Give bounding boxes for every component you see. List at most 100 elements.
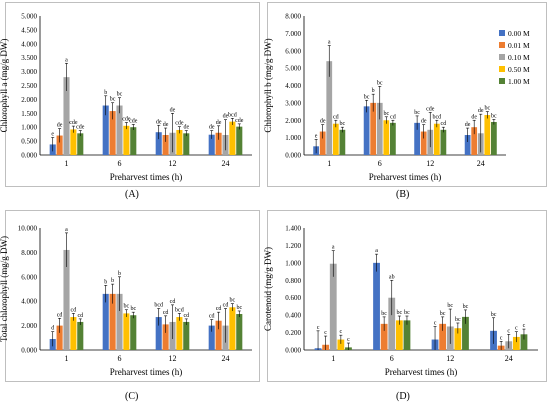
x-tick-label: 24 [505,354,513,363]
significance-letter: cd [390,114,396,120]
significance-letter: bcd [175,307,184,313]
significance-letter: de [471,114,477,120]
bar [109,111,116,155]
panel-label-c: (C) [125,391,139,402]
significance-letter: cd [223,303,229,309]
bar [414,122,421,155]
y-tick-label: 1.000 [285,134,301,142]
bar [162,324,169,350]
bar [77,321,84,350]
bar [454,328,462,350]
significance-letter: cd [216,306,222,312]
significance-letter: b [118,271,121,277]
significance-letter: bc [491,113,497,119]
bar [376,102,383,155]
legend-swatch [499,78,505,84]
bar [339,129,346,155]
significance-letter: de [57,123,63,129]
y-tick-label: 1.500 [21,110,37,118]
significance-letter: bc [447,303,453,309]
bar [229,307,236,350]
y-tick-label: 1.000 [285,259,301,267]
significance-letter: bcd [154,303,163,309]
y-tick-label: 1.400 [285,225,301,233]
significance-letter: b [104,90,107,96]
y-tick-label: 0.800 [285,277,301,285]
bar [208,325,215,350]
y-tick-label: 1.000 [21,124,37,132]
significance-letter: c [515,326,518,332]
significance-letter: cd [333,114,339,120]
bar [370,102,377,155]
bar [70,317,77,350]
legend-entry: 0.10 M [508,53,530,62]
panel-label-d: (D) [396,391,410,402]
bar [56,325,63,350]
significance-letter: bc [397,310,403,316]
legend-entry: 0.00 M [508,29,530,38]
significance-letter: d [51,326,54,332]
significance-letter: bc [463,304,469,310]
y-tick-label: 3.000 [285,99,301,107]
significance-letter: cd [441,121,447,127]
bar [109,293,116,350]
significance-letter: bc [381,311,387,317]
bar [389,122,396,155]
bar [123,313,130,350]
significance-letter: b [111,278,114,284]
y-tick-label: 4.500 [21,26,37,34]
significance-letter: c [500,335,503,341]
bar [183,133,190,155]
significance-letter: de [320,119,326,125]
bar [464,135,471,155]
significance-letter: de [223,114,229,120]
x-tick-label: 24 [477,159,485,168]
significance-letter: cd [183,313,189,319]
significance-letter: bc [236,305,242,311]
legend-swatch [499,66,505,72]
significance-letter: bc [491,312,497,318]
bar [208,134,215,155]
y-tick-label: 0.000 [285,152,301,160]
bar [439,323,447,350]
y-tick-label: 0.000 [21,347,37,355]
bar [70,129,77,155]
significance-letter: cde [426,106,435,112]
bar [383,120,390,155]
bar [433,123,440,155]
significance-letter: c [434,320,437,326]
y-tick-label: 4.000 [285,82,301,90]
x-tick-label: 24 [222,354,230,363]
significance-letter: de [216,120,222,126]
y-tick-label: 0.200 [285,329,301,337]
significance-letter: c [523,323,526,329]
significance-letter: bc [455,317,461,323]
significance-letter: bc [484,106,490,112]
bar [77,133,84,155]
significance-letter: c [340,329,343,335]
x-tick-label: 1 [331,354,335,363]
x-axis-title: Preharvest times (h) [385,367,457,377]
bar [102,293,109,350]
y-tick-label: 10.000 [18,225,38,233]
y-tick-label: 2.000 [21,96,37,104]
significance-letter: bc [340,121,346,127]
significance-letter: de [421,119,427,125]
bar [215,132,222,155]
significance-letter: a [65,57,68,63]
significance-letter: cd [77,313,83,319]
y-tick-label: 4.000 [21,298,37,306]
significance-letter: a [65,227,68,233]
x-tick-label: 12 [446,354,454,363]
bar [332,123,339,155]
significance-letter: cd [163,310,169,316]
y-tick-label: 6.000 [285,47,301,55]
y-tick-label: 0.000 [285,347,301,355]
significance-letter: bc [117,92,123,98]
significance-letter: cde [235,118,244,124]
bar [183,321,190,350]
y-axis-title: Total chlorophyll (mg/g DW) [0,236,9,342]
bar [130,315,137,350]
x-tick-label: 24 [222,159,230,168]
bar [176,129,183,155]
